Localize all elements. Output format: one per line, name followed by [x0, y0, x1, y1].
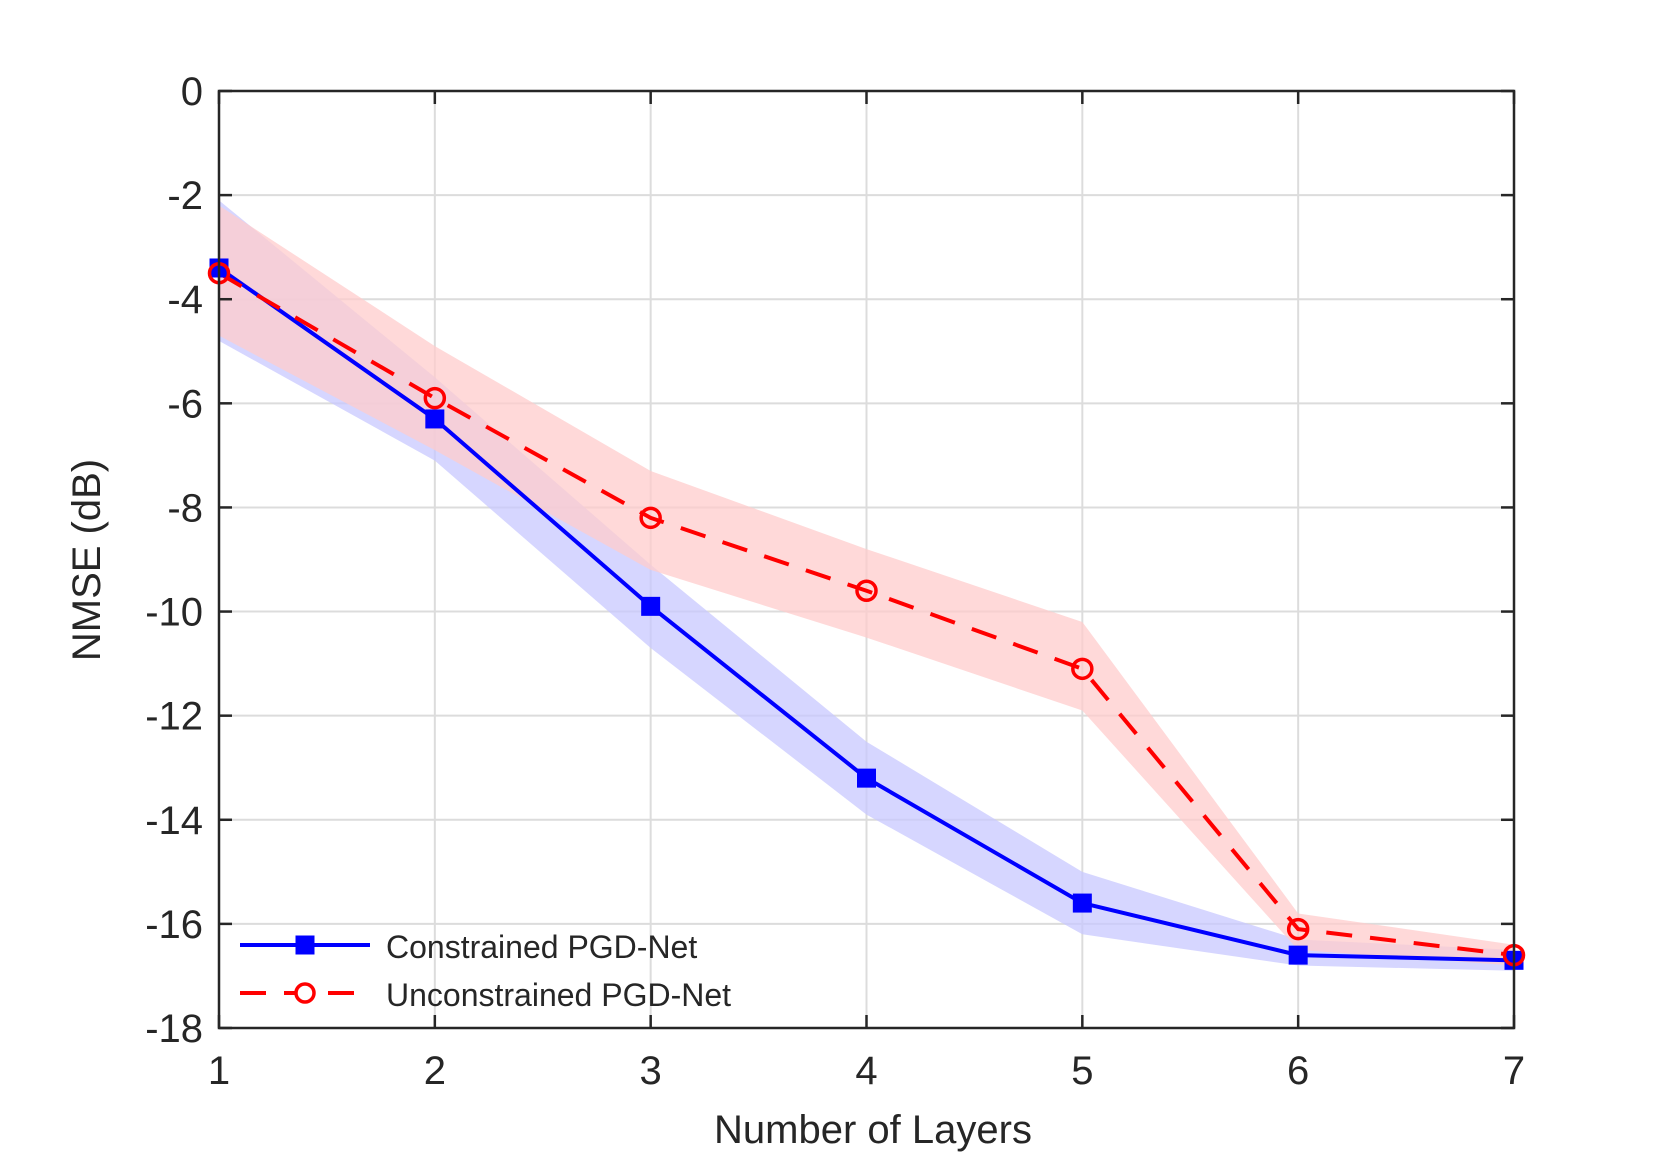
- point-series-0-4: [1072, 893, 1092, 913]
- tick-labels: 1 2 3 4 5 6 7 0 -2 -4 -6 -8 -10 -12 -14 -16 -18: [145, 70, 1525, 1093]
- point-series-1-3: [855, 579, 878, 602]
- x-tick-label-0: 1: [208, 1049, 230, 1093]
- legend-marker-unconstrained: [294, 982, 316, 1004]
- point-series-0-3: [857, 768, 876, 788]
- y-tick-label-2: -4: [167, 278, 203, 322]
- y-tick-label-3: -6: [167, 382, 203, 426]
- y-tick-label-9: -18: [145, 1007, 203, 1051]
- x-tick-label-1: 2: [424, 1049, 446, 1093]
- legend-label-unconstrained: Unconstrained PGD-Net: [386, 977, 731, 1013]
- legend: Constrained PGD-Net Unconstrained PGD-Ne…: [240, 929, 731, 1013]
- axis-ticks: [217, 89, 1516, 1030]
- legend-marker-constrained: [295, 935, 315, 955]
- point-series-0-1: [425, 409, 445, 429]
- band-series-1: [219, 205, 1514, 966]
- point-series-0-2: [641, 596, 661, 616]
- legend-label-constrained: Constrained PGD-Net: [386, 929, 697, 965]
- y-tick-label-6: -12: [145, 695, 203, 739]
- y-tick-label-4: -8: [167, 486, 203, 530]
- x-tick-label-3: 4: [855, 1049, 877, 1093]
- point-series-1-2: [639, 506, 662, 530]
- series-markers: [207, 258, 1526, 970]
- point-series-0-5: [1288, 945, 1308, 965]
- y-tick-label-5: -10: [145, 591, 203, 635]
- point-series-1-4: [1071, 657, 1094, 681]
- y-tick-label-8: -16: [145, 903, 203, 947]
- x-tick-label-4: 5: [1071, 1049, 1093, 1093]
- x-tick-label-5: 6: [1287, 1049, 1309, 1093]
- point-series-1-5: [1286, 917, 1310, 941]
- x-tick-label-2: 3: [640, 1049, 662, 1093]
- x-tick-label-6: 7: [1503, 1049, 1525, 1093]
- line-series-1: [217, 271, 1515, 958]
- point-series-1-1: [423, 386, 447, 410]
- x-axis-label: Number of Layers: [714, 1108, 1032, 1152]
- y-tick-label-1: -2: [167, 174, 203, 218]
- y-tick-label-0: 0: [181, 70, 203, 114]
- y-axis-label: NMSE (dB): [65, 459, 109, 661]
- y-tick-label-7: -14: [145, 799, 203, 843]
- confidence-bands: [219, 200, 1514, 971]
